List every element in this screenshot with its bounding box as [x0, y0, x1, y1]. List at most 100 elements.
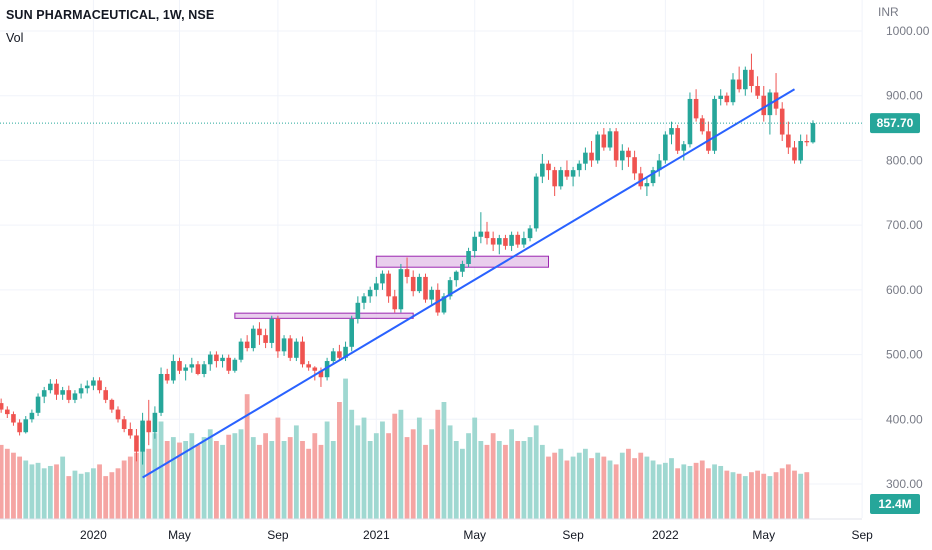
candle-body [263, 335, 268, 343]
candle-body [84, 385, 90, 389]
candle-body [620, 150, 625, 161]
volume-bar [792, 470, 797, 519]
candle-body [23, 419, 29, 433]
volume-bar [373, 433, 379, 519]
x-tick-label: Sep [851, 528, 873, 542]
candle-body [140, 420, 145, 452]
volume-bar [60, 456, 66, 519]
candle-body [687, 98, 693, 145]
volume-bar [527, 437, 533, 519]
volume-bar [306, 448, 312, 519]
volume-bar [250, 437, 256, 519]
volume-label[interactable]: Vol [6, 31, 24, 45]
candle-body [29, 412, 35, 420]
candle-body [66, 390, 72, 400]
candle-body [663, 134, 668, 161]
volume-bar [318, 444, 324, 519]
candle-body [656, 160, 662, 171]
candle-body [743, 69, 748, 90]
volume-bar [742, 476, 748, 519]
volume-bar [238, 429, 244, 519]
volume-bar [97, 464, 102, 519]
volume-bar [158, 421, 164, 519]
candle-body [749, 69, 754, 87]
candle-body [128, 428, 133, 436]
volume-bar [207, 429, 213, 519]
candle-body [681, 144, 687, 151]
candle-body [361, 296, 367, 303]
candle-body [466, 251, 471, 264]
candle-body [792, 147, 797, 161]
candle-body [724, 95, 730, 103]
volume-bar [312, 433, 318, 519]
candle-body [441, 296, 447, 313]
volume-bar [441, 402, 447, 519]
volume-bar [638, 452, 644, 519]
candle-body [521, 238, 527, 245]
volume-bar [546, 456, 551, 519]
candle-body [72, 393, 78, 400]
x-tick-label: 2021 [363, 528, 390, 542]
volume-bar [656, 464, 662, 519]
volume-bar [337, 402, 342, 519]
volume-bar [595, 452, 601, 519]
candle-body [201, 364, 207, 374]
volume-bar [484, 444, 490, 519]
time-axis[interactable]: 2020 May Sep 2021 May Sep 2022 May Sep [0, 518, 873, 542]
candle-body [712, 98, 717, 151]
volume-bar [140, 425, 145, 519]
candle-body [699, 118, 705, 132]
volume-bar [423, 444, 428, 519]
currency-label: INR [878, 5, 899, 19]
volume-bar [91, 468, 96, 519]
candle-body [17, 422, 22, 433]
volume-bar [718, 465, 724, 519]
volume-bar [466, 433, 471, 519]
trendline-layer[interactable] [142, 88, 796, 479]
x-tick-label: Sep [267, 528, 289, 542]
candle-body [607, 131, 613, 148]
candle-body [146, 420, 152, 433]
candle-body [195, 364, 201, 374]
volume-bar [170, 437, 176, 519]
candle-body [238, 341, 244, 360]
candle-body [54, 383, 59, 395]
volume-bar [761, 473, 767, 519]
volume-bar [576, 452, 582, 519]
volume-bar [72, 470, 78, 519]
candle-body [601, 134, 607, 148]
volume-bar [429, 429, 435, 519]
candle-body [324, 361, 330, 378]
candle-body [281, 338, 287, 352]
candle-body [177, 361, 182, 371]
price-axis[interactable]: 1000.00 900.00 800.00 700.00 600.00 500.00 400… [886, 24, 930, 491]
volume-bar [115, 468, 121, 519]
volume-bar [398, 409, 404, 519]
candle-body [583, 152, 588, 164]
volume-bar [11, 452, 16, 519]
volume-bar [146, 448, 152, 519]
volume-bar [785, 464, 791, 519]
support-zones [234, 255, 549, 319]
volume-bar [220, 444, 225, 519]
x-tick-label: May [168, 528, 191, 542]
candle-body [189, 364, 195, 368]
candle-body [97, 380, 102, 391]
volume-bar [103, 476, 109, 519]
candle-body [48, 383, 53, 391]
volume-bar [66, 476, 72, 519]
volume-bar [503, 444, 508, 519]
candle-body [367, 289, 373, 297]
volume-bar [232, 433, 238, 519]
candle-body [115, 409, 121, 420]
candle-body [626, 150, 631, 158]
volume-bar [281, 441, 287, 519]
candle-body [318, 370, 324, 378]
candle-body [134, 435, 139, 452]
volume-bar [380, 421, 385, 519]
candle-body [171, 361, 176, 381]
symbol-title[interactable]: SUN PHARMACEUTICAL, 1W, NSE [6, 8, 215, 22]
candle-body [447, 280, 453, 297]
candle-body [533, 176, 539, 229]
